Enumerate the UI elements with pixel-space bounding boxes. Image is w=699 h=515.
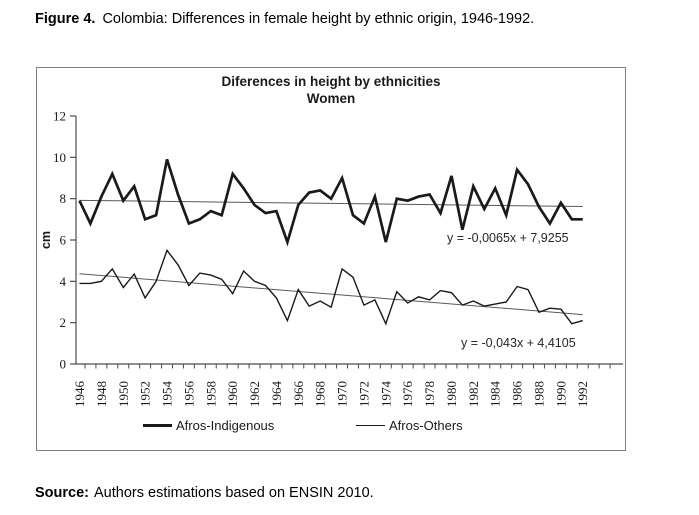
source-note: Source: Authors estimations based on ENSI… xyxy=(35,485,374,501)
x-tick-label: 1978 xyxy=(422,381,437,407)
x-tick-label: 1964 xyxy=(269,381,284,408)
x-tick-label: 1980 xyxy=(444,381,459,407)
x-tick-label: 1992 xyxy=(575,381,590,407)
y-axis-title: cm xyxy=(39,231,53,249)
x-tick-label: 1958 xyxy=(203,381,218,407)
trendline-equation-bottom: y = -0,043x + 4,4105 xyxy=(461,336,576,350)
figure-caption: Figure 4. Colombia: Differences in female… xyxy=(35,11,534,27)
trendline-afros-others xyxy=(79,273,583,316)
x-tick-label: 1954 xyxy=(160,381,175,408)
legend-thick-line-icon xyxy=(143,423,172,427)
x-tick-label: 1946 xyxy=(72,381,87,408)
figure-caption-label: Figure 4. xyxy=(35,11,96,27)
x-tick-label: 1974 xyxy=(378,381,393,408)
y-tick-label: 6 xyxy=(60,233,67,248)
y-tick-label: 2 xyxy=(60,315,67,330)
x-tick-label: 1948 xyxy=(94,381,109,407)
legend-label: Afros-Others xyxy=(389,417,463,433)
chart-area: 0 2 4 6 8 10 12 cm 1946 1948 1950 1952 1954 1956 1958 1… xyxy=(36,67,626,451)
x-tick-label: 1982 xyxy=(466,381,481,407)
x-tick-label: 1984 xyxy=(488,381,503,408)
y-tick-label: 12 xyxy=(53,109,66,124)
x-tick-label: 1968 xyxy=(313,381,328,407)
y-tick-label: 10 xyxy=(53,150,66,165)
y-tick-label: 4 xyxy=(60,274,67,289)
x-tick-label: 1960 xyxy=(225,381,240,407)
trendline-equation-top: y = -0,0065x + 7,9255 xyxy=(447,231,569,245)
legend-item-afros-indigenous: Afros-Indigenous xyxy=(143,417,275,433)
chart-plot: 0 2 4 6 8 10 12 cm 1946 1948 1950 1952 1954 1956 1958 1… xyxy=(39,109,623,408)
x-tick-label: 1962 xyxy=(247,381,262,407)
trendline-afros-indigenous xyxy=(79,199,583,208)
x-tick-label: 1956 xyxy=(181,381,196,408)
x-tick-label: 1952 xyxy=(138,381,153,407)
x-tick-label: 1950 xyxy=(116,381,131,407)
figure-caption-text: Colombia: Differences in female height b… xyxy=(102,11,535,27)
x-tick-label: 1970 xyxy=(335,381,350,407)
source-label: Source: xyxy=(35,485,89,501)
legend-label: Afros-Indigenous xyxy=(176,417,275,433)
x-tick-label: 1986 xyxy=(510,381,525,408)
x-tick-label: 1990 xyxy=(553,381,568,407)
chart-title-line1: Diferences in height by ethnicities xyxy=(221,74,441,89)
source-text: Authors estimations based on ENSIN 2010. xyxy=(94,485,374,501)
chart-title-line2: Women xyxy=(306,91,356,106)
x-tick-label: 1976 xyxy=(400,381,415,408)
series-line-afros-others xyxy=(79,248,583,326)
legend-item-afros-others: Afros-Others xyxy=(356,417,463,433)
series-line-afros-indigenous xyxy=(78,158,583,247)
x-tick-label: 1966 xyxy=(291,381,306,408)
x-tick-label: 1988 xyxy=(531,381,546,407)
chart-title: Diferences in height by ethnicities Wome… xyxy=(37,73,625,107)
y-tick-label: 8 xyxy=(60,191,67,206)
legend-thin-line-icon xyxy=(356,424,385,426)
y-tick-label: 0 xyxy=(60,357,67,372)
x-tick-label: 1972 xyxy=(356,381,371,407)
